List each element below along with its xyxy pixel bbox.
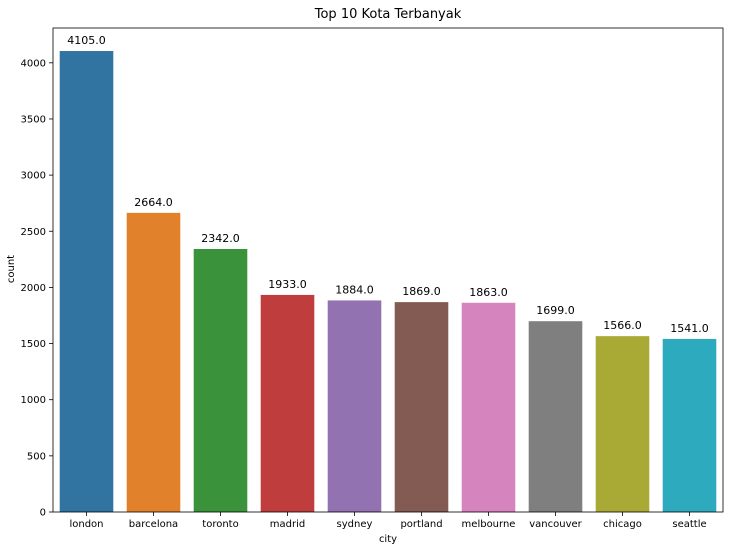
bar-value-label: 1869.0 [402,285,441,298]
y-tick-label: 0 [40,508,46,519]
bar-vancouver [528,321,583,512]
bar-value-label: 1541.0 [670,322,709,335]
bar-value-label: 1699.0 [536,304,575,317]
x-tick-label: chicago [603,519,642,530]
bar-portland [394,302,449,512]
bar-value-label: 2342.0 [201,232,240,245]
bar-value-label: 2664.0 [134,196,173,209]
x-tick-label: portland [400,519,442,530]
bar-chicago [595,336,650,512]
bar-seattle [662,338,717,512]
y-tick-label: 3500 [21,114,46,125]
bar-value-labels: 4105.0 2664.0 2342.0 1933.0 1884.0 1869.0 1863… [67,34,709,335]
x-tick-label: seattle [672,519,706,530]
x-axis-title: city [379,534,397,545]
plot-frame [52,27,724,513]
bar-value-label: 1566.0 [603,319,642,332]
x-tick-label: madrid [270,519,305,530]
bar-value-label: 1933.0 [268,278,307,291]
bar-value-label: 1863.0 [469,286,508,299]
y-tick-label: 2000 [21,283,46,294]
y-tick-label: 1000 [21,395,46,406]
bar-sydney [327,300,382,512]
chart-title: Top 10 Kota Terbanyak [314,7,462,22]
bar-toronto [193,249,248,512]
x-tick-label: london [69,519,103,530]
y-axis: 0 500 1000 1500 2000 2500 3000 3500 4000 [21,58,53,519]
bar-barcelona [126,212,181,513]
x-tick-label: sydney [337,519,373,530]
x-tick-label: vancouver [529,519,582,530]
bar-london [59,51,114,513]
x-axis: london barcelona toronto madrid sydney portla… [69,512,707,530]
y-tick-label: 4000 [21,58,46,69]
x-tick-label: toronto [202,519,238,530]
x-tick-label: melbourne [462,519,516,530]
bars-group [59,51,717,513]
y-axis-title: count [6,255,17,283]
bar-value-label: 1884.0 [335,283,374,296]
x-tick-label: barcelona [129,519,178,530]
bar-madrid [260,294,315,512]
bar-melbourne [461,302,516,512]
y-tick-label: 500 [27,451,46,462]
bar-value-label: 4105.0 [67,34,106,47]
y-tick-label: 3000 [21,171,46,182]
y-tick-label: 1500 [21,339,46,350]
y-tick-label: 2500 [21,227,46,238]
